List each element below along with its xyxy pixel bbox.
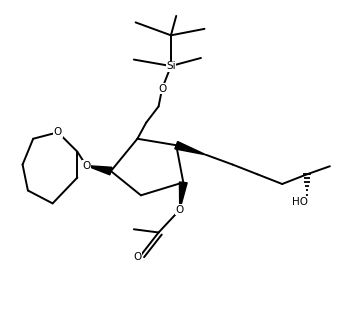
Polygon shape bbox=[175, 141, 206, 155]
Polygon shape bbox=[179, 182, 187, 210]
Polygon shape bbox=[86, 166, 112, 175]
Text: HO: HO bbox=[292, 198, 308, 207]
Text: Si: Si bbox=[166, 61, 176, 71]
Text: O: O bbox=[158, 84, 166, 94]
Text: O: O bbox=[176, 205, 184, 215]
Text: O: O bbox=[54, 127, 62, 137]
Text: O: O bbox=[82, 161, 90, 170]
Text: O: O bbox=[133, 252, 141, 262]
